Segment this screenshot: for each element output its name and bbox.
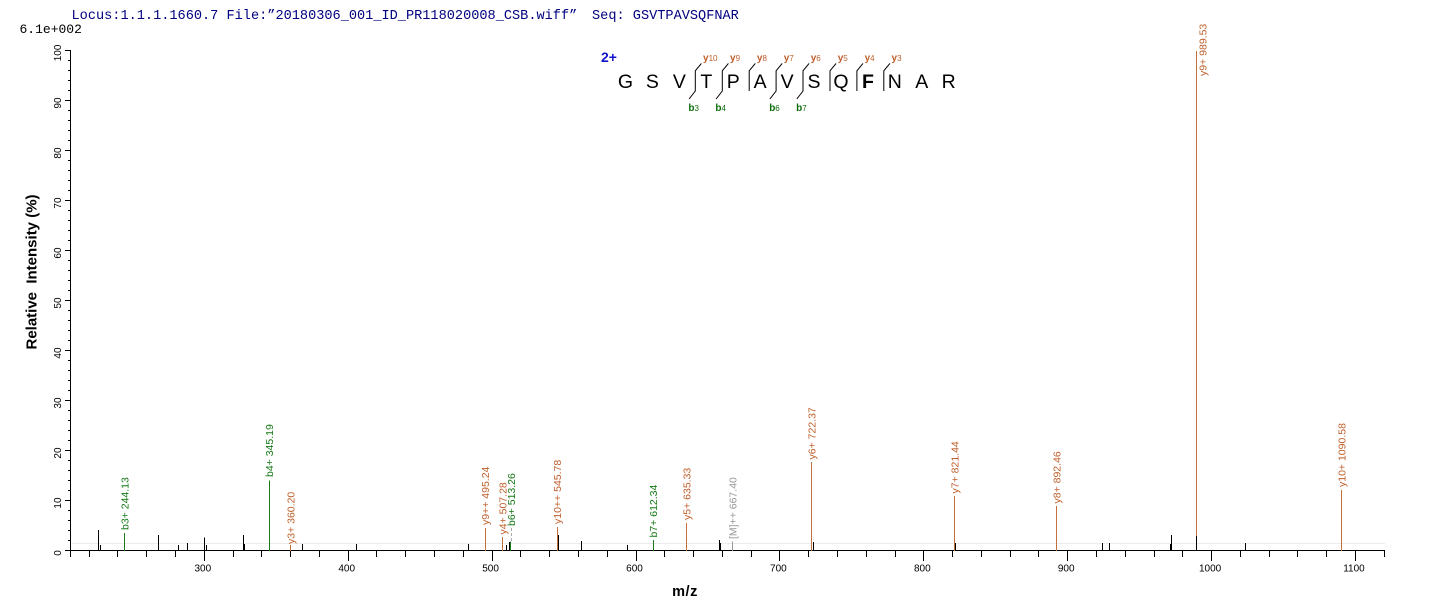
svg-text:F: F (862, 71, 874, 93)
svg-text:Seq: GSVTPAVSQFNAR: Seq: GSVTPAVSQFNAR (592, 9, 739, 24)
svg-text:50: 50 (53, 297, 64, 309)
svg-text:Relative Intensity (%): Relative Intensity (%) (24, 194, 41, 349)
svg-text:G: G (618, 71, 633, 93)
svg-text:A: A (754, 71, 767, 93)
svg-text:b4: b4 (715, 103, 726, 114)
svg-text:m/z: m/z (672, 584, 698, 600)
svg-text:y5: y5 (838, 53, 849, 64)
svg-text:900: 900 (1058, 564, 1075, 575)
svg-text:b6: b6 (769, 103, 780, 114)
svg-text:y3: y3 (892, 53, 903, 64)
svg-text:500: 500 (482, 564, 499, 575)
svg-text:Locus:1.1.1.1660.7 File:”20180: Locus:1.1.1.1660.7 File:”20180306_001_ID… (72, 9, 578, 24)
svg-text:300: 300 (194, 564, 211, 575)
svg-text:b3+ 244.13: b3+ 244.13 (119, 477, 131, 530)
svg-text:y8+ 892.46: y8+ 892.46 (1051, 451, 1063, 503)
svg-text:90: 90 (53, 97, 64, 109)
svg-text:P: P (727, 71, 740, 93)
svg-text:S: S (807, 71, 820, 93)
svg-text:b6+ 513.26: b6+ 513.26 (506, 473, 518, 526)
svg-text:N: N (888, 71, 902, 93)
svg-text:20: 20 (53, 447, 64, 459)
svg-text:V: V (781, 71, 794, 93)
svg-text:80: 80 (53, 147, 64, 159)
svg-text:b4+ 345.19: b4+ 345.19 (264, 424, 276, 477)
svg-text:10: 10 (53, 497, 64, 509)
svg-text:0: 0 (53, 550, 64, 556)
svg-text:y10+ 1090.58: y10+ 1090.58 (1337, 423, 1349, 487)
svg-text:y5+ 635.33: y5+ 635.33 (681, 468, 693, 520)
svg-text:y9++ 495.24: y9++ 495.24 (480, 466, 492, 525)
svg-text:y10++ 545.78: y10++ 545.78 (552, 460, 564, 524)
svg-text:700: 700 (770, 564, 787, 575)
svg-text:y10: y10 (703, 53, 718, 64)
svg-text:y7: y7 (784, 53, 795, 64)
svg-text:y4+ 507.28: y4+ 507.28 (497, 482, 509, 534)
svg-text:y3+ 360.20: y3+ 360.20 (286, 492, 298, 544)
svg-text:Q: Q (833, 71, 848, 93)
svg-text:T: T (700, 71, 712, 93)
svg-text:y6+ 722.37: y6+ 722.37 (806, 407, 818, 459)
svg-text:S: S (646, 71, 659, 93)
svg-text:60: 60 (53, 247, 64, 259)
svg-text:y9: y9 (730, 53, 741, 64)
svg-text:400: 400 (338, 564, 355, 575)
svg-text:b3: b3 (688, 103, 699, 114)
svg-text:6.1e+002: 6.1e+002 (20, 22, 82, 37)
svg-text:2+: 2+ (601, 49, 617, 65)
svg-text:y4: y4 (865, 53, 876, 64)
svg-text:30: 30 (53, 397, 64, 409)
svg-text:1000: 1000 (1199, 564, 1222, 575)
svg-text:b7+ 612.34: b7+ 612.34 (648, 484, 660, 537)
svg-text:600: 600 (626, 564, 643, 575)
svg-text:y6: y6 (811, 53, 822, 64)
svg-text:b7: b7 (796, 103, 807, 114)
svg-text:y7+ 821.44: y7+ 821.44 (950, 441, 962, 493)
svg-text:y8: y8 (757, 53, 768, 64)
svg-text:40: 40 (53, 347, 64, 359)
svg-text:V: V (673, 71, 686, 93)
svg-text:[M]++ 667.40: [M]++ 667.40 (728, 477, 740, 539)
svg-text:100: 100 (53, 44, 64, 61)
svg-text:R: R (942, 71, 956, 93)
svg-text:y9+ 989.53: y9+ 989.53 (1197, 24, 1209, 76)
svg-text:70: 70 (53, 197, 64, 209)
svg-text:A: A (915, 71, 928, 93)
svg-text:800: 800 (914, 564, 931, 575)
svg-text:1100: 1100 (1343, 564, 1365, 575)
